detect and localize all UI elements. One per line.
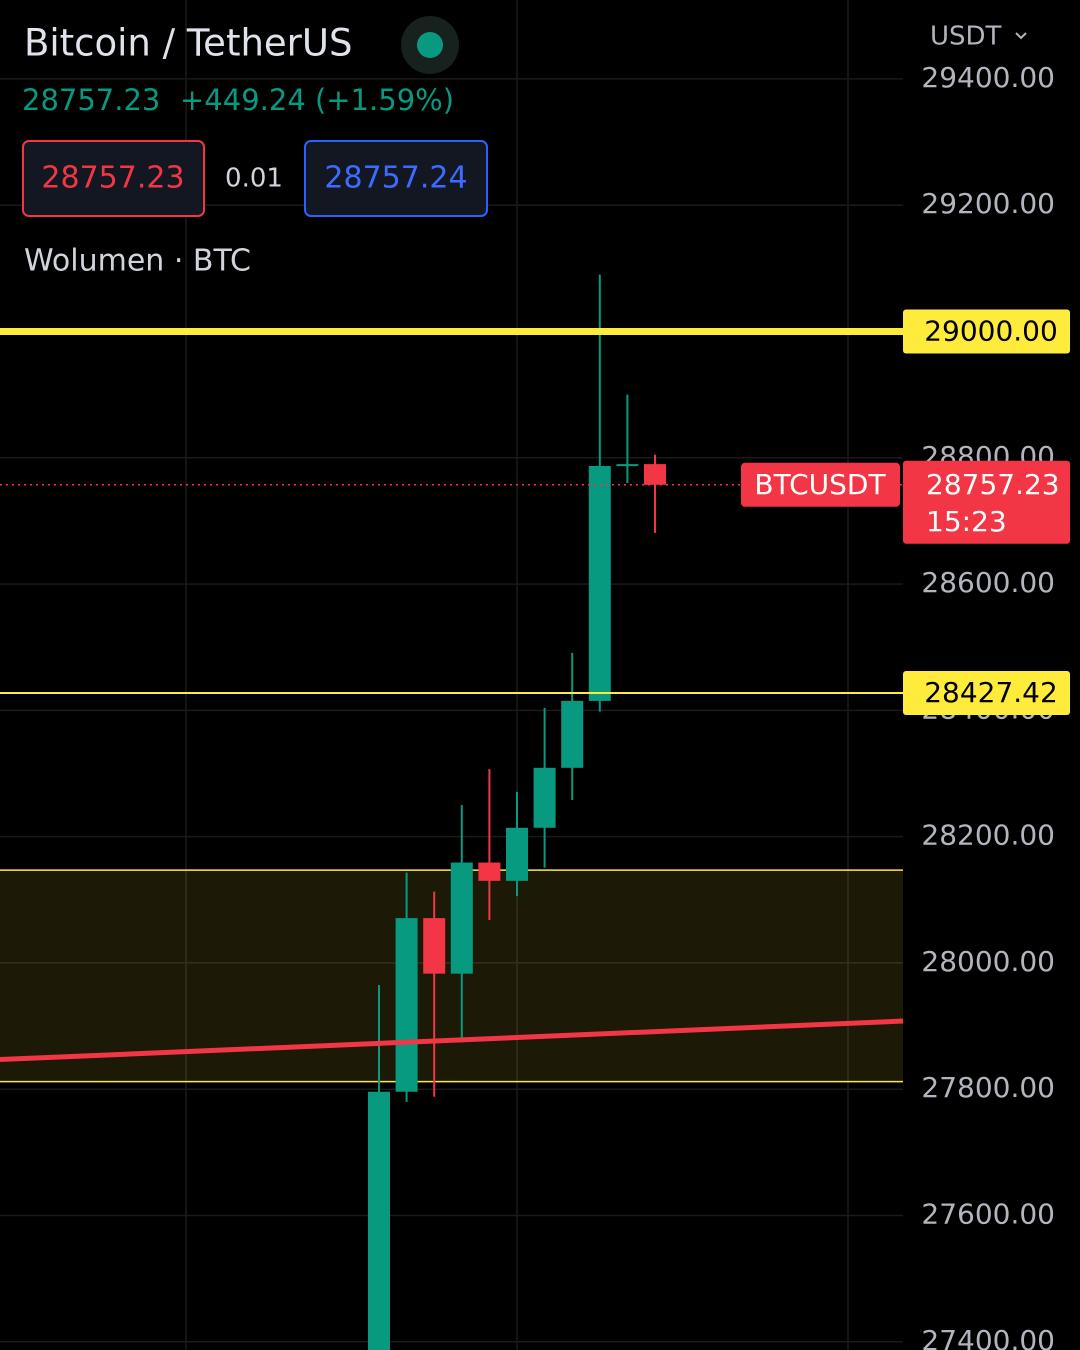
- header: Bitcoin / TetherUS 28757.23 +449.24 (+1.…: [22, 16, 1027, 279]
- candle-body: [644, 464, 666, 485]
- overlays: 29000.00 28427.42 BTCUSDT 28757.23 15:23: [741, 309, 1070, 716]
- y-tick-label: 29400.00: [921, 61, 1055, 94]
- candle-body: [423, 918, 446, 974]
- candle-body: [588, 465, 611, 701]
- level-tag: [903, 309, 1070, 354]
- y-tick-label: 27800.00: [921, 1071, 1055, 1104]
- y-tick-label: 28000.00: [921, 945, 1055, 978]
- buy-button[interactable]: [304, 140, 488, 217]
- price: 28757.23: [22, 83, 160, 117]
- level-tag: [903, 671, 1070, 716]
- y-tick-label: 27400.00: [921, 1324, 1055, 1350]
- plot: [0, 274, 903, 1350]
- buy-price: 28757.24: [324, 161, 467, 196]
- candle-body: [368, 1091, 390, 1350]
- y-tick-label: 27600.00: [921, 1198, 1055, 1231]
- volume-label: Wolumen · BTC: [24, 244, 251, 279]
- trendline: [0, 1018, 903, 1063]
- symbol-tag: [741, 462, 900, 507]
- dropdown-arrow: [1015, 32, 1027, 40]
- currency-selector[interactable]: USDT: [930, 22, 1002, 52]
- symbol-label: BTCUSDT: [754, 468, 886, 501]
- candle-body: [450, 862, 473, 974]
- candle-body: [395, 918, 418, 1092]
- y-tick-label: 29200.00: [921, 187, 1055, 220]
- grid: [0, 78, 903, 1343]
- y-tick-label: 28600.00: [921, 566, 1055, 599]
- level-label: 29000.00: [924, 315, 1058, 348]
- candle-body: [616, 464, 639, 467]
- candle-body: [561, 700, 584, 768]
- y-tick-label: 28200.00: [921, 819, 1055, 852]
- countdown-label: 15:23: [926, 505, 1007, 538]
- spread: 0.01: [225, 164, 283, 194]
- candle-body: [478, 862, 501, 881]
- change: +449.24 (+1.59%): [180, 83, 454, 117]
- sell-button[interactable]: [22, 140, 205, 217]
- price-label: 28757.23: [926, 468, 1060, 501]
- title: Bitcoin / TetherUS: [24, 22, 352, 65]
- status-dot: [417, 32, 443, 58]
- price-tag: [903, 460, 1070, 544]
- vertical-grid: [185, 0, 849, 1350]
- sell-price: 28757.23: [41, 161, 184, 196]
- candle-body: [533, 767, 556, 828]
- level-label: 28427.42: [924, 676, 1058, 709]
- candle-body: [506, 827, 528, 881]
